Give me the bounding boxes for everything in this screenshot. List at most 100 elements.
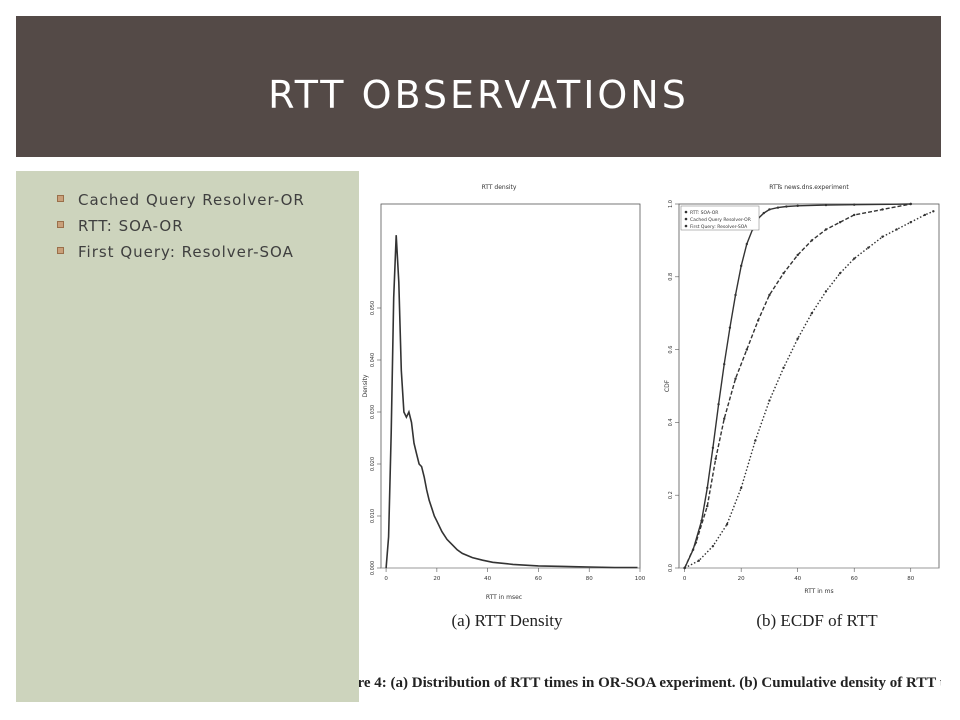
bullet-label: First Query: Resolver-SOA	[78, 243, 294, 261]
legend-marker	[684, 217, 688, 221]
data-point	[909, 221, 912, 224]
y-tick-label: 1.0	[668, 200, 674, 208]
x-tick-label: 80	[586, 576, 593, 582]
bullet-list: Cached Query Resolver-OR RTT: SOA-OR Fir…	[56, 187, 305, 265]
y-axis-label: Density	[362, 374, 369, 397]
data-point	[881, 208, 884, 211]
x-tick-label: 40	[484, 576, 491, 582]
data-point	[838, 271, 842, 275]
data-point	[796, 337, 799, 340]
square-bullet-icon	[57, 247, 64, 254]
y-tick-label: 0.050	[370, 301, 376, 315]
subfigure-caption: (a) RTT Density	[451, 611, 563, 630]
data-point	[932, 210, 935, 213]
data-point	[706, 504, 709, 508]
data-point	[717, 403, 720, 406]
data-point	[734, 293, 737, 297]
bullet-panel: Cached Query Resolver-OR RTT: SOA-OR Fir…	[16, 171, 359, 702]
plot-frame	[380, 203, 641, 569]
data-point	[768, 293, 771, 297]
x-axis-label: RTT in ms	[804, 588, 833, 595]
y-tick-label: 0.000	[370, 561, 376, 575]
y-tick-label: 0.030	[370, 405, 376, 419]
plot-frame	[678, 203, 940, 569]
x-tick-label: 60	[535, 576, 542, 582]
data-point	[867, 246, 870, 249]
data-point	[796, 253, 799, 257]
chart-title: RTTs news.dns.experiment	[769, 184, 849, 191]
data-point	[785, 205, 788, 208]
x-tick-label: 20	[738, 576, 745, 582]
series-line	[385, 235, 638, 569]
title-bar: RTT OBSERVATIONS	[16, 16, 941, 157]
chart-title: RTT density	[482, 184, 517, 191]
bullet-item: RTT: SOA-OR	[56, 213, 305, 239]
data-point	[728, 326, 732, 329]
data-point	[725, 523, 729, 526]
data-point	[853, 213, 856, 217]
y-tick-label: 0.2	[668, 491, 674, 499]
subfigure-caption: (b) ECDF of RTT	[756, 611, 878, 630]
data-point	[810, 312, 814, 315]
legend-entry: First Query: Resolver-SOA	[690, 224, 748, 230]
y-tick-label: 0.6	[668, 346, 674, 354]
y-tick-label: 0.8	[668, 273, 674, 281]
data-point	[782, 271, 785, 275]
chart-ecdf: RTTs news.dns.experiment RTT in ms CDF (…	[664, 184, 940, 630]
y-axis-label: CDF	[664, 379, 671, 392]
data-point	[853, 257, 856, 260]
square-bullet-icon	[57, 195, 64, 202]
y-tick-label: 0.040	[370, 353, 376, 367]
data-point	[706, 486, 709, 490]
bullet-label: RTT: SOA-OR	[78, 217, 184, 235]
data-point	[909, 202, 912, 206]
legend-marker	[684, 224, 688, 228]
data-point	[754, 439, 757, 442]
data-point	[838, 221, 842, 224]
legend-entry: RTT: SOA-OR	[690, 210, 718, 216]
data-point	[697, 559, 700, 562]
data-point	[824, 290, 828, 293]
data-point	[782, 366, 785, 369]
chart-rtt-density: RTT density RTT in msec Density (a) RTT …	[362, 184, 646, 630]
data-point	[853, 203, 856, 206]
x-tick-label: 20	[433, 576, 440, 582]
x-tick-label: 80	[907, 576, 914, 582]
x-tick-label: 100	[635, 576, 646, 582]
bullet-item: Cached Query Resolver-OR	[56, 187, 305, 213]
x-axis-label: RTT in msec	[486, 594, 522, 601]
data-point	[881, 235, 884, 238]
data-point	[739, 486, 743, 490]
data-point	[723, 362, 726, 366]
data-point	[745, 242, 749, 246]
data-point	[683, 566, 686, 570]
data-point	[739, 264, 743, 268]
square-bullet-icon	[57, 221, 64, 228]
slide-title: RTT OBSERVATIONS	[268, 72, 689, 117]
data-point	[796, 204, 799, 208]
data-point	[694, 541, 698, 544]
data-point	[762, 211, 765, 215]
y-tick-label: 0.010	[370, 509, 376, 523]
bullet-label: Cached Query Resolver-OR	[78, 191, 305, 209]
legend-entry: Cached Query Resolver-OR	[690, 217, 751, 223]
data-point	[745, 348, 749, 351]
data-point	[768, 208, 771, 211]
figure-image: RTT density RTT in msec Density (a) RTT …	[359, 171, 941, 702]
data-point	[824, 228, 828, 231]
legend-box	[680, 205, 760, 231]
legend-marker	[684, 210, 688, 214]
x-tick-label: 40	[794, 576, 801, 582]
data-point	[776, 206, 780, 209]
series-line	[684, 210, 934, 569]
data-point	[768, 399, 771, 402]
data-point	[824, 203, 828, 207]
y-tick-label: 0.020	[370, 457, 376, 471]
data-point	[895, 228, 898, 231]
series-line	[684, 203, 911, 569]
data-point	[923, 213, 927, 217]
figure-caption: Figure 4: (a) Distribution of RTT times …	[359, 675, 941, 691]
figure-svg: RTT density RTT in msec Density (a) RTT …	[359, 184, 941, 691]
data-point	[711, 446, 715, 450]
